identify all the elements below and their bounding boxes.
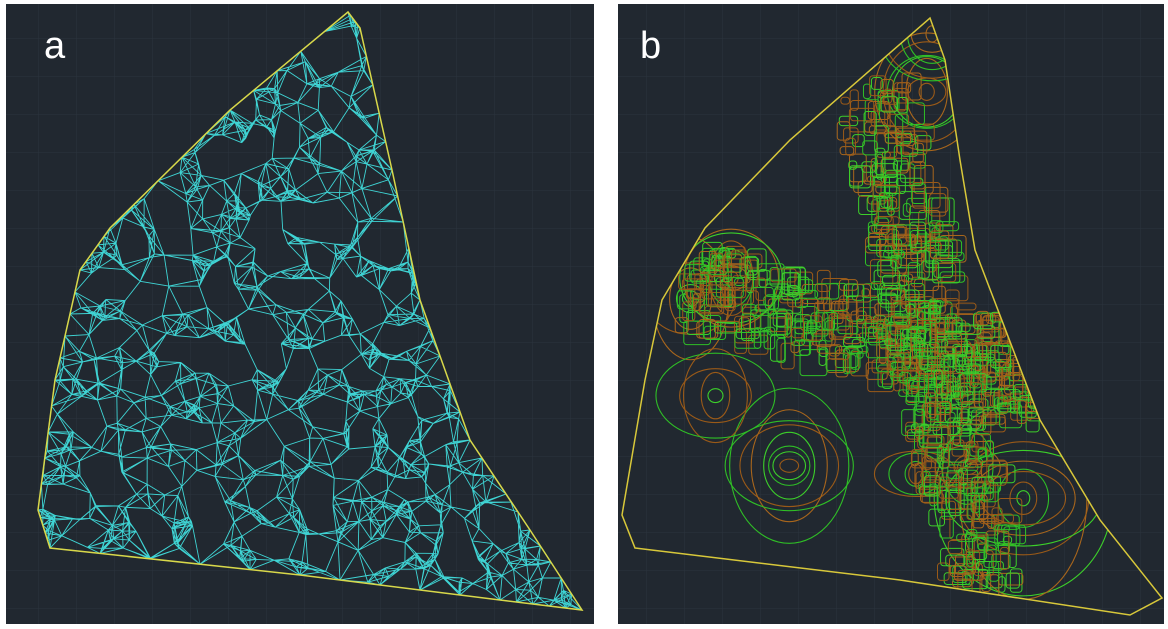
panel-label: a: [44, 25, 66, 67]
panel-a: a: [6, 4, 594, 624]
figure: a b: [0, 0, 1168, 629]
page: a b (() => { const data = JSON.parse(doc…: [0, 0, 1168, 629]
panel-b: b: [618, 0, 1164, 624]
panel-label: b: [640, 25, 661, 67]
